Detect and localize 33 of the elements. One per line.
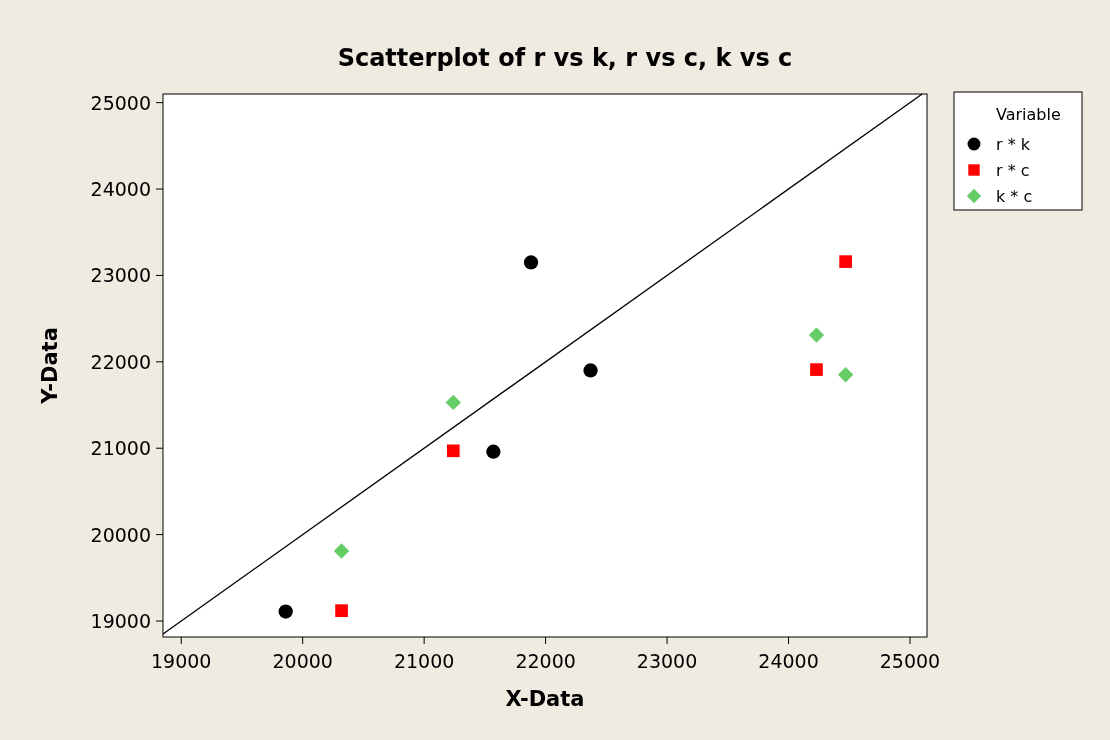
point xyxy=(808,327,825,343)
x-tick-label: 23000 xyxy=(636,650,698,672)
point xyxy=(445,394,461,411)
x-axis-title: X-Data xyxy=(505,687,585,711)
point xyxy=(278,604,293,619)
legend-title: Variable xyxy=(996,105,1061,124)
legend-label: k * c xyxy=(996,187,1033,206)
point xyxy=(839,255,852,268)
point xyxy=(523,255,539,270)
legend-label: r * k xyxy=(996,135,1031,154)
y-axis-title: Y-Data xyxy=(38,327,62,405)
point xyxy=(446,444,460,458)
y-tick-label: 24000 xyxy=(90,178,151,201)
x-tick-label: 19000 xyxy=(150,650,212,672)
chart-title: Scatterplot of r vs k, r vs c, k vs c xyxy=(337,44,793,72)
y-tick-label: 19000 xyxy=(90,610,151,633)
y-tick-label: 23000 xyxy=(90,264,151,287)
x-tick-label: 20000 xyxy=(272,650,333,672)
x-tick-label: 22000 xyxy=(515,650,576,672)
point xyxy=(486,444,501,459)
y-tick-label: 20000 xyxy=(90,523,151,546)
point xyxy=(583,363,598,378)
y-tick-label: 22000 xyxy=(90,350,151,373)
legend-label: r * c xyxy=(996,161,1030,180)
x-tick-label: 24000 xyxy=(758,650,819,672)
x-tick-label: 21000 xyxy=(393,650,455,672)
point xyxy=(333,543,350,559)
y-tick-label: 21000 xyxy=(90,437,151,460)
point xyxy=(335,604,348,617)
x-tick-label: 25000 xyxy=(879,650,941,672)
y-tick-label: 25000 xyxy=(90,91,151,114)
point xyxy=(837,367,854,383)
point xyxy=(810,363,823,376)
